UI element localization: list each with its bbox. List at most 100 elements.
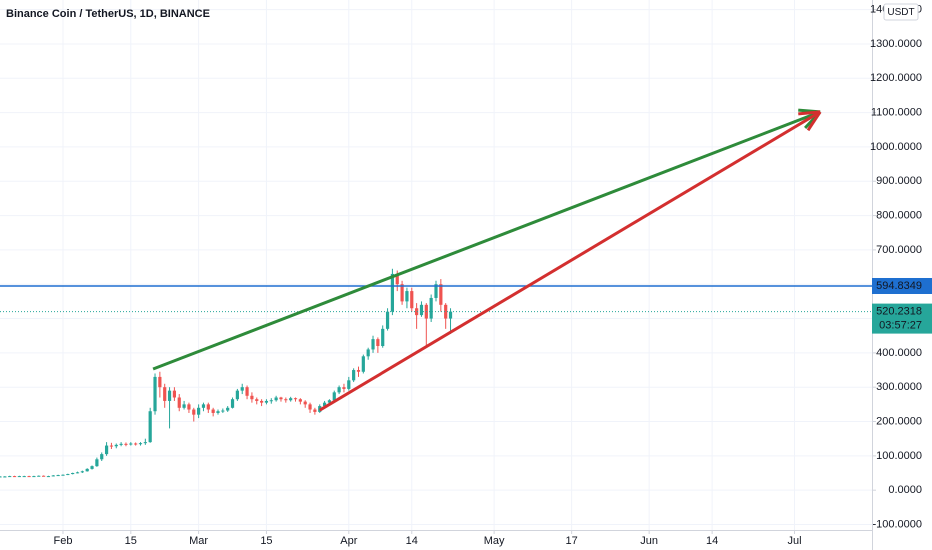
candle-body	[390, 273, 394, 312]
y-tick-label: 0.0000	[888, 484, 922, 496]
candle-body	[221, 410, 225, 412]
candle-body	[439, 284, 443, 305]
candle-body	[230, 399, 235, 408]
candle-body	[419, 304, 424, 316]
arrow-head	[806, 111, 822, 132]
candle-body	[410, 291, 414, 309]
candle-body	[376, 339, 380, 347]
candle-body	[434, 284, 438, 298]
candle-body	[22, 476, 26, 478]
candle-body	[95, 459, 99, 467]
candle-body	[32, 476, 36, 478]
candle-body	[37, 475, 41, 477]
trend-line	[152, 110, 821, 371]
y-tick-label: 1000.0000	[870, 141, 922, 153]
candle-body	[167, 390, 172, 401]
candle-body	[284, 399, 288, 401]
y-tick-label: 1200.0000	[870, 72, 922, 84]
candle-body	[444, 304, 448, 319]
candle-body	[163, 387, 167, 401]
x-tick-label: Jun	[640, 535, 658, 547]
y-tick-label: 800.0000	[876, 209, 922, 221]
candle-body	[56, 475, 60, 477]
candle-body	[381, 328, 385, 347]
candle-body	[352, 370, 356, 381]
candle-body	[385, 311, 390, 329]
candle-body	[415, 308, 419, 316]
price-tag-label: 594.8349	[876, 280, 922, 292]
y-tick-label: 1300.0000	[870, 38, 922, 50]
candle-body	[269, 400, 273, 402]
candle-body	[27, 476, 31, 478]
candle-body	[80, 471, 84, 473]
candle-body	[90, 466, 94, 469]
candle-body	[279, 397, 283, 400]
candle-body	[206, 404, 210, 410]
candle-body	[255, 399, 259, 401]
candle-body	[347, 380, 351, 389]
x-tick-label: 14	[706, 535, 718, 547]
candle-body	[46, 476, 51, 478]
candle-body	[187, 404, 191, 410]
candle-body	[366, 349, 370, 357]
candle-body	[245, 387, 249, 396]
candle-body	[177, 397, 181, 408]
axes: -100.0000 0.0000 100.0000 200.0000 300.0000 4…	[53, 4, 932, 547]
x-tick-label: Mar	[189, 535, 208, 547]
candle-body	[274, 397, 278, 401]
candle-body	[71, 473, 75, 475]
candle-body	[322, 402, 327, 407]
candle-body	[17, 476, 21, 478]
candle-body	[400, 284, 404, 302]
candle-body	[124, 443, 128, 445]
candle-body	[356, 370, 361, 372]
price-tag	[872, 277, 932, 294]
x-tick-label: 17	[566, 535, 578, 547]
arrow-head	[798, 110, 821, 116]
candle-body	[148, 411, 152, 443]
marks	[0, 108, 872, 478]
y-tick-label: 900.0000	[876, 175, 922, 187]
candle-body	[429, 297, 433, 319]
last-price-label: 520.2318	[876, 306, 922, 318]
candle-body	[153, 376, 157, 412]
candle-body	[337, 387, 341, 393]
candle-body	[42, 475, 46, 477]
candle-body	[201, 404, 206, 408]
candle-body	[114, 444, 118, 447]
candle-body	[8, 476, 12, 478]
candle-body	[371, 339, 375, 350]
candle-body	[129, 443, 133, 445]
candle-body	[138, 443, 143, 445]
candle-body	[134, 443, 138, 445]
candle-body	[293, 398, 298, 400]
candle-body	[405, 291, 409, 302]
countdown-label: 03:57:27	[879, 320, 922, 332]
candle-body	[109, 445, 114, 447]
candle-body	[100, 454, 104, 460]
y-tick-label: 400.0000	[876, 347, 922, 359]
candle-body	[61, 474, 65, 476]
y-tick-label: 200.0000	[876, 415, 922, 427]
candle-body	[313, 409, 317, 412]
candle-body	[211, 409, 215, 413]
currency-box[interactable]	[883, 3, 919, 21]
candle-body	[66, 474, 70, 476]
candle-body	[3, 476, 7, 478]
chart-title: Binance Coin / TetherUS, 1D, BINANCE	[6, 8, 210, 20]
candle-body	[192, 409, 196, 415]
candle-body	[12, 476, 17, 478]
y-tick-label: -100.0000	[872, 518, 922, 530]
candle-body	[361, 356, 365, 372]
candle-body	[260, 400, 264, 403]
candle-body	[298, 399, 302, 402]
candle-body	[448, 311, 453, 319]
y-tick-label: 300.0000	[876, 381, 922, 393]
candle-body	[85, 468, 89, 472]
last-price-tag	[872, 303, 932, 334]
y-tick-label: 700.0000	[876, 244, 922, 256]
currency-label[interactable]: USDT	[887, 7, 914, 18]
candle-body	[395, 273, 399, 285]
candle-body	[216, 411, 220, 413]
